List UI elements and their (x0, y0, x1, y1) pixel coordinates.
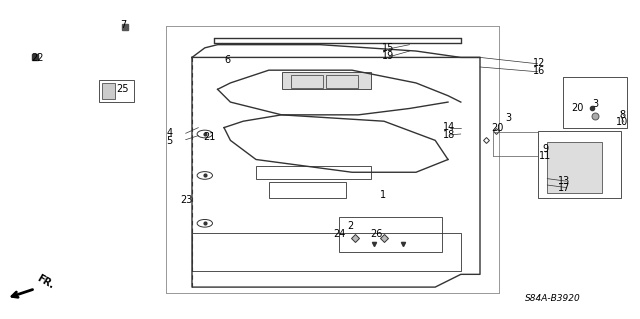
Text: 1: 1 (380, 189, 386, 200)
Text: 6: 6 (224, 55, 230, 65)
Text: S84A-B3920: S84A-B3920 (525, 294, 580, 303)
Text: 20: 20 (571, 103, 584, 114)
Text: 2: 2 (348, 221, 354, 231)
Text: 25: 25 (116, 84, 129, 94)
Text: 14: 14 (443, 122, 456, 132)
Bar (282, 72, 371, 89)
Bar (547, 142, 602, 193)
Text: 23: 23 (180, 195, 193, 205)
Text: 24: 24 (333, 228, 346, 239)
Text: 17: 17 (558, 182, 571, 193)
Text: 4: 4 (166, 128, 173, 138)
Bar (269, 182, 346, 198)
Text: FR.: FR. (35, 273, 56, 290)
Text: 21: 21 (204, 131, 216, 142)
Bar (256, 166, 371, 179)
Bar (99, 80, 134, 102)
Text: 12: 12 (532, 58, 545, 68)
Text: 3: 3 (506, 113, 512, 123)
Text: 18: 18 (443, 130, 456, 140)
Bar (102, 83, 115, 99)
Bar (538, 131, 621, 198)
Text: 22: 22 (31, 53, 44, 63)
Bar (326, 75, 358, 88)
Text: 9: 9 (542, 144, 548, 154)
Text: 10: 10 (616, 117, 628, 127)
Text: 11: 11 (539, 151, 552, 161)
Bar (192, 233, 461, 271)
Text: 7: 7 (120, 20, 126, 30)
Bar (339, 217, 442, 252)
Text: 8: 8 (619, 110, 625, 121)
Text: 19: 19 (382, 51, 395, 62)
Text: 20: 20 (491, 122, 504, 133)
Bar (563, 77, 627, 128)
Text: 3: 3 (592, 99, 598, 109)
Text: 26: 26 (370, 228, 383, 239)
Bar (291, 75, 323, 88)
Text: 5: 5 (166, 136, 173, 146)
Text: 16: 16 (532, 66, 545, 76)
Text: 15: 15 (382, 43, 395, 54)
Text: 13: 13 (558, 176, 571, 186)
